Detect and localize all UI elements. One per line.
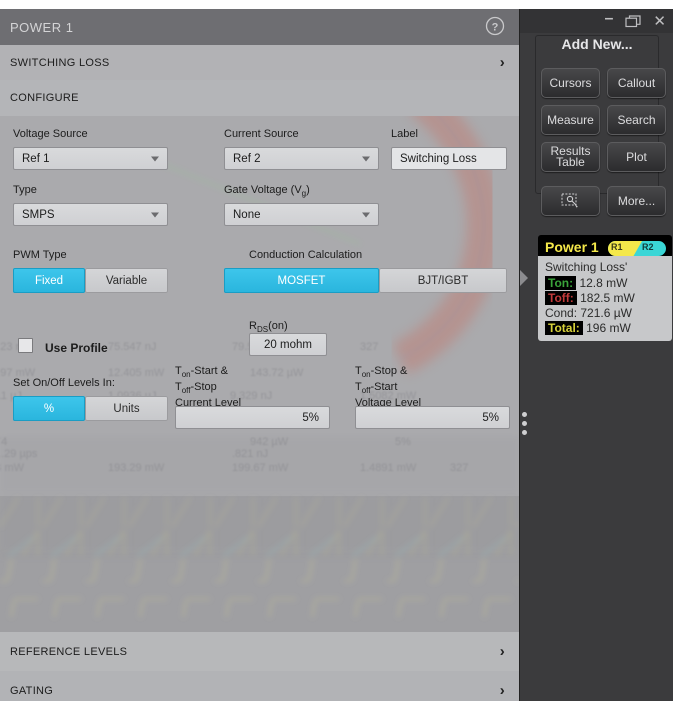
svg-text:?: ? bbox=[492, 22, 499, 34]
